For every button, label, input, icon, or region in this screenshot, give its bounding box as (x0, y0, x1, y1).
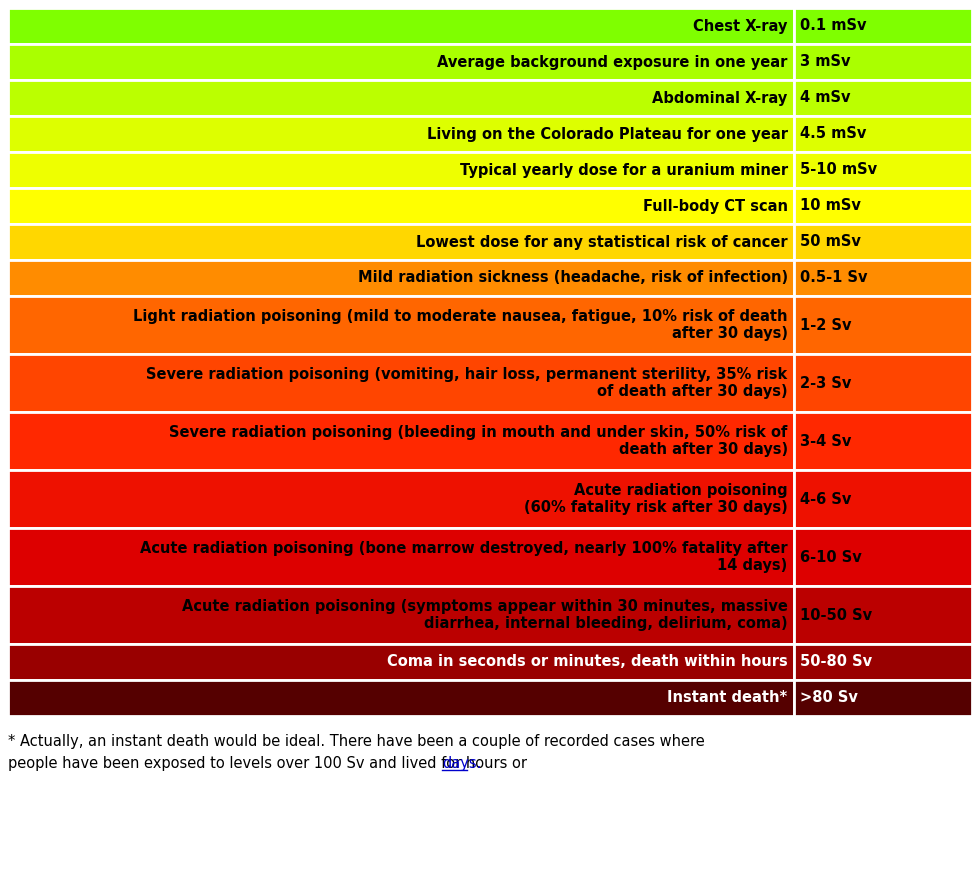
Bar (8, 80, 794, 116)
Text: 0.1 mSv: 0.1 mSv (800, 18, 866, 33)
Text: 3-4 Sv: 3-4 Sv (800, 434, 851, 449)
Bar (8, 680, 794, 716)
Text: Abdominal X-ray: Abdominal X-ray (653, 91, 788, 106)
Bar (794, 152, 972, 188)
Text: Acute radiation poisoning (symptoms appear within 30 minutes, massive
diarrhea, : Acute radiation poisoning (symptoms appe… (181, 599, 788, 631)
Text: Typical yearly dose for a uranium miner: Typical yearly dose for a uranium miner (460, 162, 788, 177)
Bar (794, 116, 972, 152)
Bar (794, 412, 972, 470)
Bar (794, 8, 972, 44)
Bar (8, 224, 794, 260)
Bar (8, 188, 794, 224)
Bar (8, 116, 794, 152)
Bar (794, 644, 972, 680)
Text: 6-10 Sv: 6-10 Sv (800, 549, 861, 565)
Text: Average background exposure in one year: Average background exposure in one year (437, 54, 788, 70)
Bar (794, 296, 972, 354)
Text: Mild radiation sickness (headache, risk of infection): Mild radiation sickness (headache, risk … (358, 271, 788, 285)
Text: Chest X-ray: Chest X-ray (693, 18, 788, 33)
Bar (8, 412, 794, 470)
Text: 4 mSv: 4 mSv (800, 91, 851, 106)
Bar (794, 44, 972, 80)
Text: Acute radiation poisoning
(60% fatality risk after 30 days): Acute radiation poisoning (60% fatality … (524, 483, 788, 515)
Bar (794, 260, 972, 296)
Bar (794, 528, 972, 586)
Bar (8, 470, 794, 528)
Text: 4-6 Sv: 4-6 Sv (800, 491, 851, 506)
Text: 50 mSv: 50 mSv (800, 235, 860, 250)
Text: Lowest dose for any statistical risk of cancer: Lowest dose for any statistical risk of … (416, 235, 788, 250)
Bar (8, 260, 794, 296)
Bar (794, 354, 972, 412)
Text: 4.5 mSv: 4.5 mSv (800, 127, 866, 141)
Text: days.: days. (442, 756, 481, 771)
Text: people have been exposed to levels over 100 Sv and lived for hours or: people have been exposed to levels over … (8, 756, 531, 771)
Bar (8, 44, 794, 80)
Bar (794, 80, 972, 116)
Text: Living on the Colorado Plateau for one year: Living on the Colorado Plateau for one y… (426, 127, 788, 141)
Bar (8, 8, 794, 44)
Bar (8, 354, 794, 412)
Bar (794, 470, 972, 528)
Bar (8, 152, 794, 188)
Text: Instant death*: Instant death* (667, 691, 788, 705)
Bar (794, 680, 972, 716)
Text: Acute radiation poisoning (bone marrow destroyed, nearly 100% fatality after
14 : Acute radiation poisoning (bone marrow d… (140, 540, 788, 574)
Text: 50-80 Sv: 50-80 Sv (800, 655, 872, 670)
Bar (794, 586, 972, 644)
Text: Light radiation poisoning (mild to moderate nausea, fatigue, 10% risk of death
a: Light radiation poisoning (mild to moder… (133, 309, 788, 341)
Text: 3 mSv: 3 mSv (800, 54, 851, 70)
Text: 10-50 Sv: 10-50 Sv (800, 608, 872, 622)
Text: Coma in seconds or minutes, death within hours: Coma in seconds or minutes, death within… (387, 655, 788, 670)
Text: >80 Sv: >80 Sv (800, 691, 858, 705)
Text: 0.5-1 Sv: 0.5-1 Sv (800, 271, 867, 285)
Bar (794, 188, 972, 224)
Text: 5-10 mSv: 5-10 mSv (800, 162, 877, 177)
Bar (8, 644, 794, 680)
Bar (794, 224, 972, 260)
Text: Full-body CT scan: Full-body CT scan (643, 198, 788, 214)
Text: Severe radiation poisoning (vomiting, hair loss, permanent sterility, 35% risk
o: Severe radiation poisoning (vomiting, ha… (146, 367, 788, 399)
Bar (8, 528, 794, 586)
Text: 2-3 Sv: 2-3 Sv (800, 375, 851, 390)
Text: * Actually, an instant death would be ideal. There have been a couple of recorde: * Actually, an instant death would be id… (8, 734, 705, 749)
Bar (8, 296, 794, 354)
Text: 10 mSv: 10 mSv (800, 198, 860, 214)
Text: 1-2 Sv: 1-2 Sv (800, 318, 852, 333)
Bar (8, 586, 794, 644)
Text: Severe radiation poisoning (bleeding in mouth and under skin, 50% risk of
death : Severe radiation poisoning (bleeding in … (170, 425, 788, 457)
